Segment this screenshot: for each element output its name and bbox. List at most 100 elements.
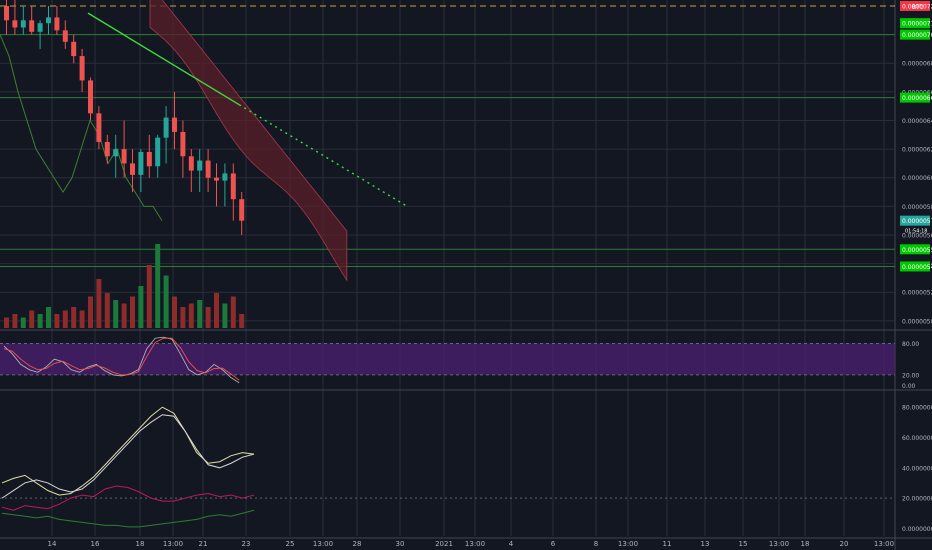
price-tick-label: 0.0000050 — [902, 318, 932, 325]
price-label-bg — [900, 18, 930, 29]
volume-bar — [4, 317, 9, 328]
price-label-bg — [900, 1, 930, 11]
time-tick-label: 13:00 — [163, 540, 183, 548]
volume-bar — [230, 296, 236, 328]
adx-line — [1, 414, 255, 499]
adx-line — [1, 509, 255, 528]
candle-body — [197, 160, 203, 171]
price-label: 0.0000071 — [902, 21, 932, 28]
volume-bar — [79, 310, 85, 328]
candle-body — [46, 17, 51, 24]
oscillator-tick-label: 0.00 — [902, 383, 916, 390]
candle-body — [121, 149, 127, 164]
oscillator-pane[interactable] — [0, 336, 895, 384]
volume-bar — [146, 265, 152, 328]
volume-bar — [205, 307, 211, 328]
candle-body — [146, 151, 152, 167]
adx-tick-label: 40.0000000 — [902, 465, 932, 472]
volume-bar — [172, 296, 177, 328]
candle-body — [214, 177, 219, 181]
time-tick-label: 28 — [353, 540, 362, 548]
candle-body — [222, 173, 228, 181]
candle-body — [104, 141, 110, 157]
oscillator-tick-label: 20.00 — [902, 372, 919, 379]
volume-bar — [188, 303, 194, 328]
time-tick-label: 25 — [286, 540, 295, 548]
price-tick-label: 0.0000064 — [902, 118, 932, 125]
candle-body — [138, 151, 144, 175]
time-tick-label: 14 — [48, 540, 57, 548]
candle-body — [88, 80, 93, 114]
candle-body — [20, 20, 26, 28]
oscillator-line — [3, 337, 240, 381]
volume-bar — [54, 314, 60, 328]
candle-body — [230, 173, 236, 200]
oscillator-tick-label: 80.00 — [902, 341, 919, 348]
time-tick-label: 13:00 — [313, 540, 333, 548]
volume-bar — [37, 314, 43, 328]
price-label-bg — [900, 261, 930, 272]
adx-tick-label: 0.0000000 — [902, 526, 932, 533]
volume-bar — [12, 314, 18, 328]
adx-line — [1, 406, 255, 496]
volume-bar — [71, 307, 77, 328]
price-tick-label: 0.0000062 — [902, 147, 932, 154]
time-tick-label: 13:00 — [618, 540, 638, 548]
time-tick-label: 13:00 — [874, 540, 894, 548]
volume-bar — [113, 300, 119, 328]
volume-bar — [121, 303, 127, 328]
price-label: 0.0000057 — [902, 218, 932, 225]
volume-bar — [29, 310, 35, 328]
volume-bar — [163, 275, 169, 328]
price-tick-label: 0.0000068 — [902, 61, 932, 68]
candle-body — [12, 20, 18, 28]
price-label-bg — [900, 92, 930, 103]
countdown-label: 01:54:18 — [905, 229, 927, 235]
price-tick-label: 0.0000052 — [902, 290, 932, 297]
candle-body — [62, 30, 68, 42]
price-label: 0.0000066 — [902, 95, 932, 102]
price-axis[interactable]: 0.0000068 0.0000066 0.0000064 0.0000062 0.00… — [900, 1, 932, 533]
candle-body — [96, 113, 102, 142]
candle-body — [180, 131, 186, 157]
adx-pane[interactable] — [0, 406, 895, 528]
candle-body — [37, 23, 43, 32]
time-tick-label: 13 — [701, 540, 710, 548]
volume-bar — [96, 279, 102, 328]
candle-body — [113, 149, 119, 157]
price-label: 0.0000054 — [902, 264, 932, 271]
candle-body — [4, 6, 9, 21]
volume-bar — [62, 310, 68, 328]
price-pane[interactable] — [0, 0, 895, 328]
time-tick-label: 13:00 — [769, 540, 789, 548]
volume-bar — [104, 293, 110, 328]
price-label-bg — [900, 29, 930, 40]
adx-tick-label: 20.0000000 — [902, 496, 932, 503]
candle-body — [188, 156, 194, 171]
volume-bar — [88, 296, 93, 328]
price-tick-label: 0.0000060 — [902, 175, 932, 182]
time-tick-label: 6 — [551, 540, 556, 548]
time-tick-label: 23 — [242, 540, 251, 548]
volume-bar — [239, 314, 245, 328]
candle-body — [79, 56, 85, 81]
time-axis[interactable]: 14 16 18 13:00 21 23 25 13:00 28 30 2021 13:00 4 6 8 13… — [48, 540, 895, 548]
adx-tick-label: 80.0000000 — [902, 405, 932, 412]
time-tick-label: 8 — [594, 540, 598, 548]
time-tick-label: 18 — [801, 540, 810, 548]
time-tick-label: 15 — [739, 540, 748, 548]
price-label-bg — [900, 244, 930, 255]
price-tick-label: 0.0000058 — [902, 204, 932, 211]
volume-bar — [197, 300, 203, 328]
candle-body — [71, 41, 77, 57]
price-label: 0.0000072 — [902, 4, 932, 11]
candle-body — [155, 137, 161, 167]
volume-bar — [130, 296, 135, 328]
adx-line — [1, 485, 255, 511]
volume-bar — [46, 307, 51, 328]
volume-bar — [138, 286, 144, 328]
ichimoku-cloud — [149, 0, 348, 282]
oscillator-band — [0, 343, 895, 375]
